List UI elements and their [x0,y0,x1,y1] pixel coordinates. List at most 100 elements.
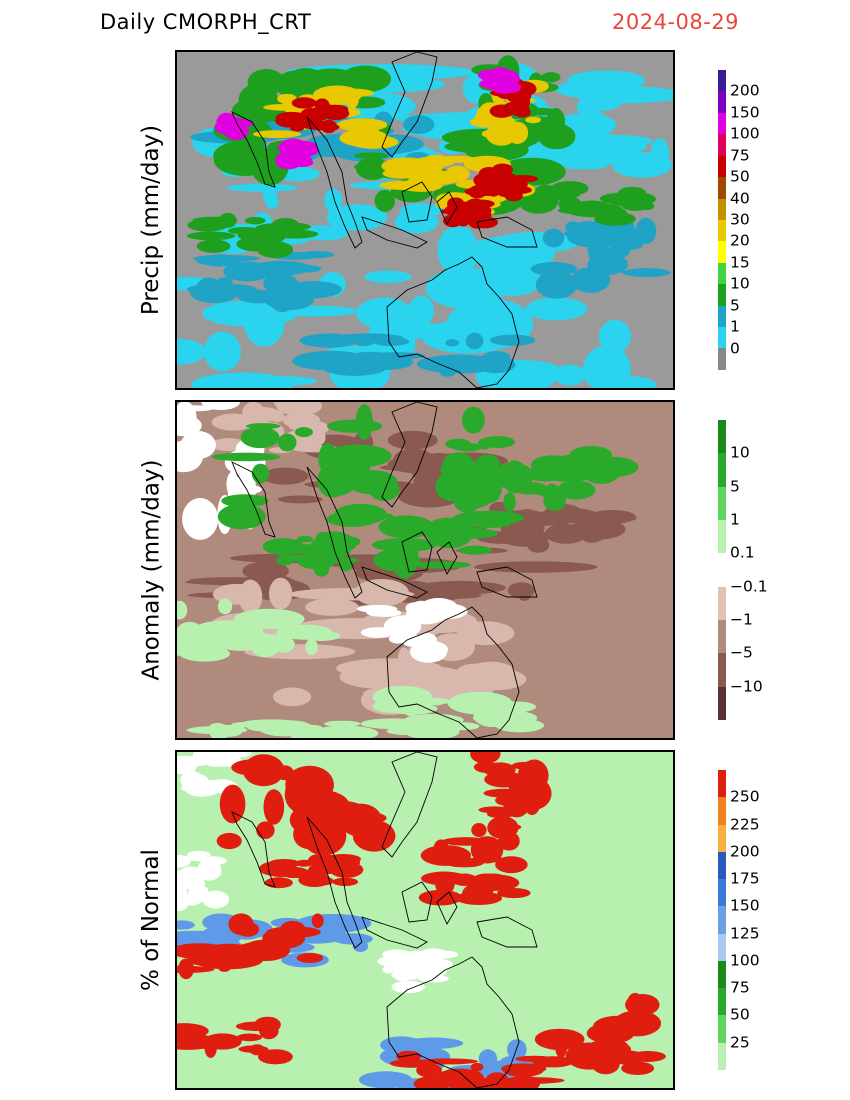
field-blob [290,143,309,158]
field-blob [408,295,434,326]
field-blob [276,554,294,566]
coastline-segment [476,566,538,598]
field-blob [178,958,194,980]
coastline-segment [231,461,276,538]
field-blob [419,1058,478,1065]
field-blob [264,289,314,311]
colorbar-label: −0.1 [730,576,768,595]
field-blob [397,647,411,671]
field-blob [541,72,561,83]
field-blob [582,462,620,484]
colorbar-swatch [718,262,726,285]
field-blob [439,368,456,377]
field-blob [261,467,309,485]
field-blob [284,776,317,813]
colorbar-label: 250 [730,787,760,806]
colorbar-swatch [718,219,726,242]
field-blob [428,950,459,959]
field-blob [277,495,323,504]
colorbar-label: 150 [730,896,760,915]
field-blob [256,241,294,258]
title: Daily CMORPH_CRT [100,10,312,34]
field-blob [204,1038,217,1058]
field-blob [416,1063,442,1078]
field-blob [294,427,313,438]
field-blob [325,854,361,865]
precip-colorbar [718,70,726,370]
field-blob [394,519,411,536]
field-blob [445,338,460,347]
colorbar-label: 225 [730,814,760,833]
colorbar-swatch [718,988,726,1016]
colorbar-label: 200 [730,81,760,100]
field-blob [495,78,515,93]
field-blob [453,510,524,525]
colorbar-swatch [718,284,726,306]
field-blob [177,854,191,868]
field-blob [409,600,434,618]
field-blob [263,864,301,877]
field-blob [187,218,228,232]
field-blob [189,784,220,797]
coastline-segment [436,541,458,575]
colorbar-label: −5 [730,643,753,662]
field-blob [244,216,266,225]
field-blob [461,406,485,434]
field-blob [411,640,449,659]
colorbar-label: 1 [730,317,740,336]
field-blob [622,268,671,278]
field-blob [258,1049,293,1065]
field-blob [242,561,289,581]
field-blob [321,119,337,134]
field-blob [455,476,496,509]
field-blob [334,503,387,525]
colorbar-label: 1 [730,510,740,529]
field-blob [598,319,632,353]
field-blob [566,151,637,165]
colorbar-label: 40 [730,188,750,207]
colorbar-label: −10 [730,676,763,695]
colorbar-label: 75 [730,978,750,997]
anomaly-colorbar [718,420,726,720]
field-blob [271,410,285,423]
field-blob [610,1040,630,1060]
coastline-segment [381,752,438,858]
coastline [231,752,538,1088]
field-blob [251,463,270,484]
colorbar-swatch [718,348,726,370]
anomaly-ylabel: Anomaly (mm/day) [138,459,165,681]
field-blob [494,167,508,174]
colorbar-swatch [718,519,726,554]
colorbar-label: 10 [730,443,750,462]
field-blob [388,634,408,644]
field-blob [447,197,462,211]
field-blob [278,155,299,162]
field-blob [470,1062,484,1072]
field-blob [240,426,280,449]
field-blob [377,671,446,686]
field-blob [437,225,479,276]
colorbar-label: 20 [730,231,750,250]
field-blob [635,217,657,245]
field-blob [219,784,246,824]
coastline-segment [386,956,520,1088]
colorbar-swatch [718,906,726,934]
field-blob [353,152,389,159]
coastline-segment [436,191,458,225]
field-blob [483,788,526,798]
colorbar-swatch [718,653,726,687]
coastline-segment [306,466,363,599]
field-blob [465,520,511,528]
field-layer [214,67,522,170]
pct-normal-ylabel: % of Normal [138,849,164,991]
field-blob [295,544,318,555]
field-blob [333,333,404,343]
colorbar-swatch [718,797,726,825]
field-blob [345,136,379,145]
field-blob [300,250,335,259]
field-blob [202,752,230,767]
field-layer [211,404,639,579]
field-blob [558,196,582,212]
colorbar-label: 0.1 [730,543,755,562]
field-blob [311,913,324,929]
